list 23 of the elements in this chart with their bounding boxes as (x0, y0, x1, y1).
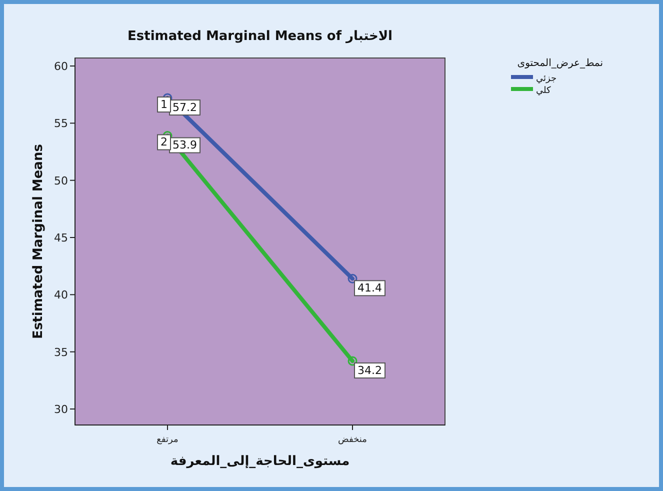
y-tick-label: 45 (54, 232, 68, 244)
data-label: 57.2 (172, 101, 197, 114)
point (348, 356, 358, 366)
legend-label: كلي (536, 86, 552, 96)
y-tick-label: 55 (54, 117, 68, 130)
y-tick-label: 60 (54, 60, 68, 74)
annotation: 2 (160, 136, 168, 149)
data-label: 41.4 (358, 282, 382, 295)
y-tick-label: 30 (54, 402, 68, 416)
data-label: 34.2 (358, 364, 382, 377)
annotation: 1 (160, 98, 168, 112)
data-label: 53.9 (172, 138, 197, 152)
chart-title: Estimated Marginal Means of الاختبار (127, 29, 393, 44)
x-tick-label: منخفض (338, 435, 368, 445)
point (348, 274, 358, 284)
x-axis-title: مستوى_الحاجة_إلى_المعرفة (170, 454, 350, 469)
y-tick-label: 35 (54, 346, 68, 359)
y-tick-label: 50 (54, 174, 68, 188)
legend-title: نمط_عرض_المحتوى (517, 58, 603, 69)
y-axis-title: Estimated Marginal Means (31, 144, 46, 339)
y-tick-label: 40 (54, 288, 68, 302)
legend-label: جزئي (536, 74, 557, 84)
x-tick-label: مرتفع (156, 435, 178, 445)
